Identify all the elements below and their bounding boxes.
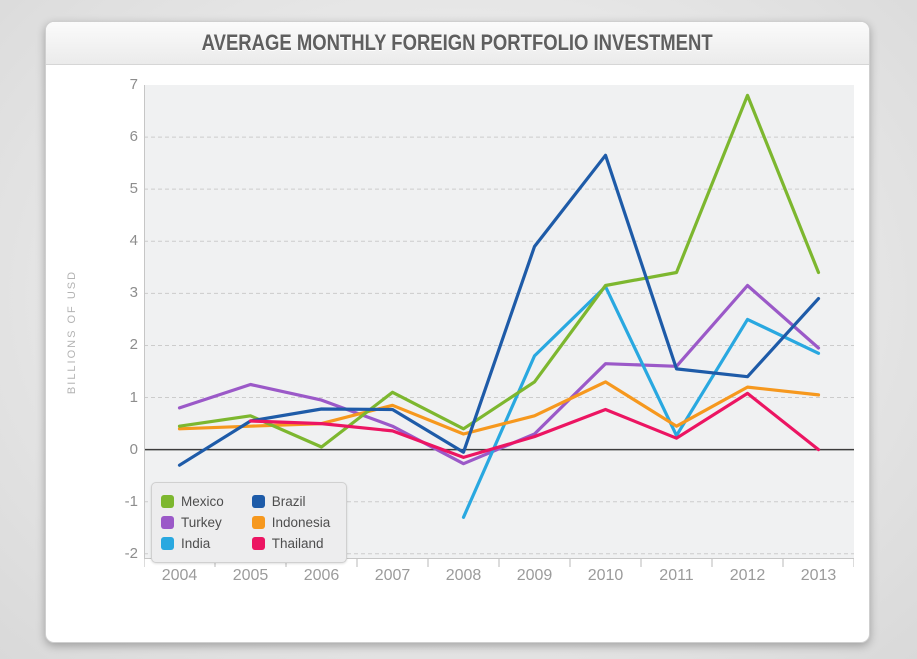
series-line-mexico — [177, 93, 821, 449]
y-tick-label: 0 — [129, 440, 138, 458]
legend-item-brazil[interactable]: Brazil — [251, 491, 331, 512]
x-tick-label: 2005 — [232, 567, 269, 584]
series-line-turkey — [177, 283, 821, 466]
y-tick-label: 5 — [129, 180, 138, 198]
y-tick-label: 6 — [129, 128, 138, 146]
y-tick-label: -2 — [124, 544, 138, 562]
legend-item-indonesia[interactable]: Indonesia — [251, 512, 331, 533]
series-line-brazil — [177, 153, 821, 467]
series-line-thailand — [248, 391, 821, 459]
series-line-indonesia — [177, 380, 821, 436]
x-tick-label: 2004 — [161, 567, 198, 584]
y-tick-label: 3 — [129, 284, 138, 302]
y-tick-label: 7 — [129, 76, 138, 93]
chart-card: AVERAGE MONTHLY FOREIGN PORTFOLIO INVEST… — [45, 21, 870, 643]
series-line-india — [461, 285, 821, 519]
x-tick-label: 2010 — [587, 567, 624, 584]
legend-label: Brazil — [271, 494, 306, 509]
legend-item-thailand[interactable]: Thailand — [251, 533, 331, 554]
plot-background — [144, 85, 854, 559]
legend-swatch-icon — [251, 516, 265, 529]
legend-swatch-icon — [251, 537, 265, 550]
line-chart — [144, 85, 854, 567]
x-tick-label: 2013 — [800, 567, 837, 584]
legend-swatch-icon — [251, 495, 265, 508]
legend-swatch-icon — [161, 495, 174, 508]
legend-label: Indonesia — [271, 515, 331, 530]
x-tick-label: 2009 — [516, 567, 553, 584]
legend-label: Turkey — [181, 515, 222, 530]
x-tick-label: 2006 — [303, 567, 340, 584]
legend-label: India — [181, 536, 211, 551]
x-tick-label: 2008 — [445, 567, 482, 584]
legend-item-mexico[interactable]: Mexico — [161, 491, 224, 512]
y-tick-label: 2 — [129, 336, 138, 354]
x-tick-label: 2007 — [374, 567, 411, 584]
y-tick-label: 1 — [129, 388, 138, 406]
legend-swatch-icon — [161, 537, 174, 550]
legend-label: Mexico — [181, 494, 224, 509]
y-tick-label: -1 — [124, 492, 138, 510]
chart-header: AVERAGE MONTHLY FOREIGN PORTFOLIO INVEST… — [46, 22, 869, 65]
y-tick-label: 4 — [129, 232, 138, 250]
x-axis-tick-labels: 2004 2005 2006 2007 2008 2009 2010 2011 2012 2013 — [144, 567, 854, 587]
chart-title: AVERAGE MONTHLY FOREIGN PORTFOLIO INVEST… — [202, 30, 713, 55]
x-tick-label: 2011 — [659, 567, 694, 584]
x-tick-label: 2012 — [729, 567, 766, 584]
chart-legend: Mexico Turkey India Brazil Indonesia Thailand — [151, 482, 348, 563]
legend-item-india[interactable]: India — [161, 533, 224, 554]
legend-label: Thailand — [271, 536, 324, 551]
legend-swatch-icon — [161, 516, 174, 529]
legend-item-turkey[interactable]: Turkey — [161, 512, 224, 533]
plot-area — [144, 85, 854, 569]
y-axis-title: BILLIONS OF USD — [66, 269, 78, 395]
